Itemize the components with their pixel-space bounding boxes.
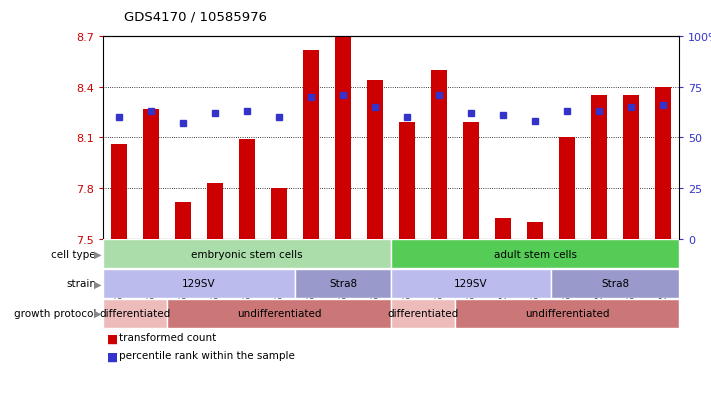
- Bar: [175, 202, 191, 239]
- Bar: [335, 37, 351, 239]
- Bar: [207, 184, 223, 239]
- Bar: [167, 299, 391, 328]
- Text: differentiated: differentiated: [387, 309, 459, 318]
- Text: growth protocol: growth protocol: [14, 309, 96, 318]
- Text: transformed count: transformed count: [119, 332, 216, 342]
- Bar: [463, 123, 479, 239]
- Text: ■: ■: [107, 332, 118, 345]
- Bar: [103, 299, 167, 328]
- Text: ▶: ▶: [94, 279, 102, 289]
- Bar: [367, 81, 383, 239]
- Bar: [391, 299, 455, 328]
- Bar: [143, 109, 159, 239]
- Text: Stra8: Stra8: [329, 279, 357, 289]
- Text: GDS4170 / 10585976: GDS4170 / 10585976: [124, 10, 267, 23]
- Text: adult stem cells: adult stem cells: [493, 249, 577, 259]
- Text: 129SV: 129SV: [454, 279, 488, 289]
- Bar: [111, 145, 127, 239]
- Bar: [455, 299, 679, 328]
- Text: cell type: cell type: [51, 249, 96, 259]
- Text: undifferentiated: undifferentiated: [525, 309, 609, 318]
- Text: 129SV: 129SV: [182, 279, 216, 289]
- Bar: [391, 269, 551, 298]
- Text: percentile rank within the sample: percentile rank within the sample: [119, 350, 294, 360]
- Text: ■: ■: [107, 350, 118, 363]
- Bar: [495, 219, 511, 239]
- Bar: [623, 96, 639, 239]
- Bar: [295, 269, 391, 298]
- Bar: [591, 96, 607, 239]
- Text: ▶: ▶: [94, 249, 102, 259]
- Bar: [655, 88, 671, 239]
- Text: Stra8: Stra8: [601, 279, 629, 289]
- Text: undifferentiated: undifferentiated: [237, 309, 321, 318]
- Bar: [103, 240, 391, 268]
- Text: ▶: ▶: [94, 309, 102, 318]
- Bar: [559, 138, 575, 239]
- Bar: [239, 140, 255, 239]
- Bar: [391, 240, 679, 268]
- Bar: [271, 189, 287, 239]
- Bar: [303, 51, 319, 239]
- Bar: [431, 71, 447, 239]
- Bar: [103, 269, 295, 298]
- Bar: [399, 123, 415, 239]
- Text: strain: strain: [66, 279, 96, 289]
- Text: differentiated: differentiated: [100, 309, 171, 318]
- Text: embryonic stem cells: embryonic stem cells: [191, 249, 303, 259]
- Bar: [551, 269, 679, 298]
- Bar: [527, 222, 543, 239]
